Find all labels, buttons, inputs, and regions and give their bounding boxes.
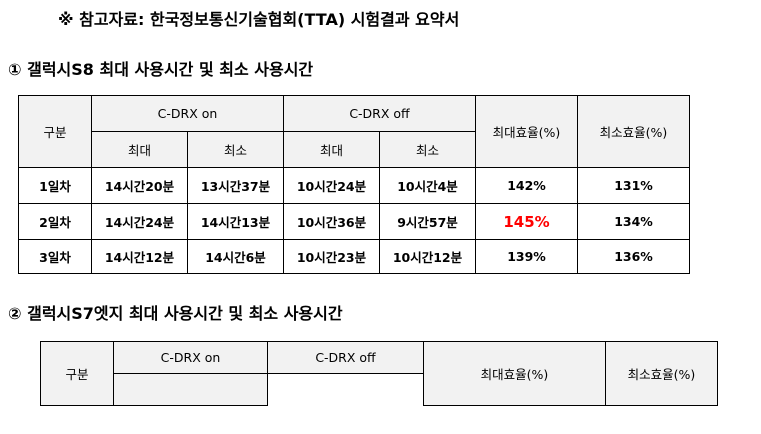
table-cell: 2일차: [18, 203, 92, 240]
header-max: 최대: [91, 131, 188, 168]
table-cell: 134%: [577, 203, 690, 240]
header-cdrx-on: C-DRX on: [113, 341, 268, 374]
table-cell: 142%: [475, 167, 578, 204]
header-cdrx-off: C-DRX off: [267, 341, 424, 374]
table-cell: 10시간36분: [283, 203, 380, 240]
table-cell: 139%: [475, 239, 578, 274]
header-min: 최소: [379, 131, 476, 168]
header-cdrx-off: C-DRX off: [283, 95, 476, 132]
header-max-efficiency: 최대효율(%): [475, 95, 578, 168]
empty-cell: [113, 373, 268, 406]
section2-heading: ② 갤럭시S7엣지 최대 사용시간 및 최소 사용시간: [8, 304, 343, 323]
table-cell: 13시간37분: [187, 167, 284, 204]
header-max: 최대: [283, 131, 380, 168]
table-cell: 14시간24분: [91, 203, 188, 240]
table-cell: 10시간4분: [379, 167, 476, 204]
table-cell: 9시간57분: [379, 203, 476, 240]
header-min-efficiency: 최소효율(%): [605, 341, 718, 406]
table-cell: 145%: [475, 203, 578, 240]
table-cell: 14시간20분: [91, 167, 188, 204]
table-cell: 14시간12분: [91, 239, 188, 274]
table-cell: 14시간13분: [187, 203, 284, 240]
table-cell: 10시간24분: [283, 167, 380, 204]
table-cell: 10시간12분: [379, 239, 476, 274]
table-cell: 10시간23분: [283, 239, 380, 274]
header-category: 구분: [40, 341, 114, 406]
table-cell: 14시간6분: [187, 239, 284, 274]
header-category: 구분: [18, 95, 92, 168]
table-cell: 136%: [577, 239, 690, 274]
header-min: 최소: [187, 131, 284, 168]
header-min-efficiency: 최소효율(%): [577, 95, 690, 168]
header-cdrx-on: C-DRX on: [91, 95, 284, 132]
table-cell: 131%: [577, 167, 690, 204]
table-cell: 3일차: [18, 239, 92, 274]
section1-heading: ① 갤럭시S8 최대 사용시간 및 최소 사용시간: [8, 60, 314, 79]
table-cell: 1일차: [18, 167, 92, 204]
header-max-efficiency: 최대효율(%): [423, 341, 606, 406]
page-title: ※ 참고자료: 한국정보통신기술협회(TTA) 시험결과 요약서: [58, 10, 460, 29]
